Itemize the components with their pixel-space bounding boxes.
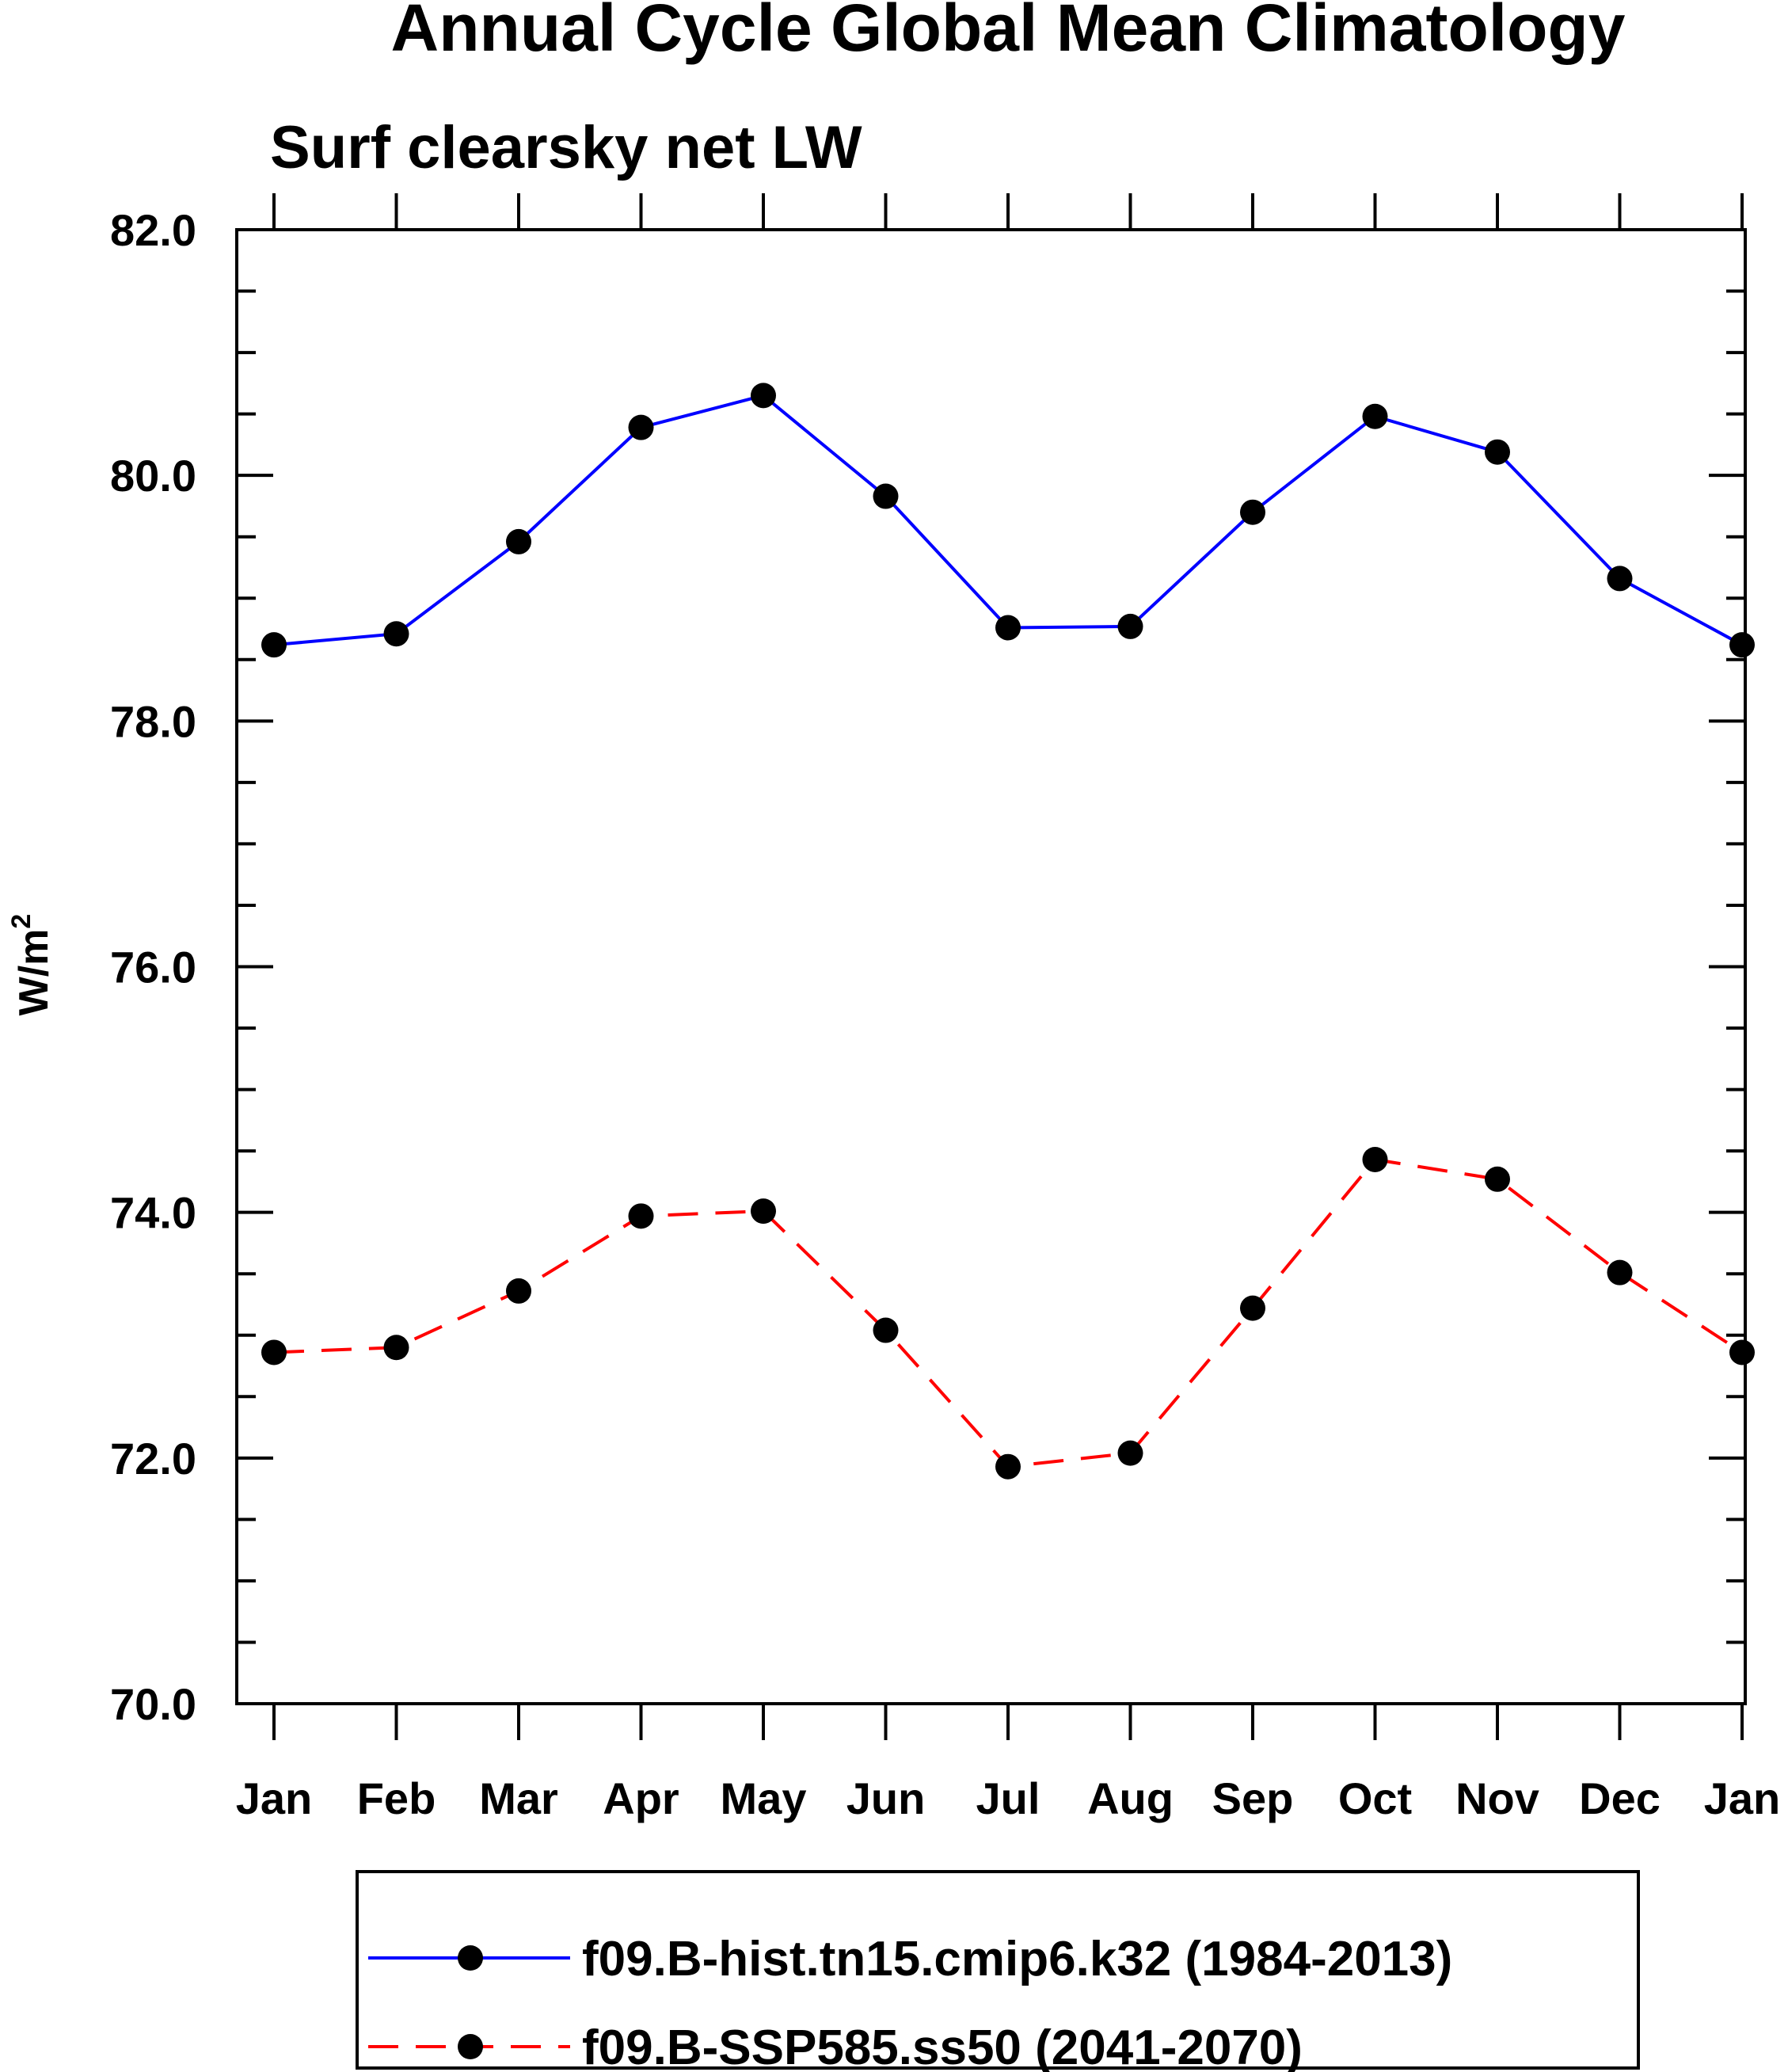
- series-1-point: [383, 621, 409, 647]
- series-2-point: [751, 1198, 776, 1225]
- x-tick-label: Dec: [1579, 1773, 1661, 1823]
- series-2-point: [1240, 1295, 1265, 1321]
- x-tick-label: Feb: [357, 1773, 436, 1823]
- svg-text:W/m2: W/m2: [6, 914, 57, 1016]
- series-2-point: [506, 1278, 531, 1304]
- series-2-point: [261, 1339, 287, 1365]
- series-1-point: [1362, 403, 1388, 429]
- chart-title: Annual Cycle Global Mean Climatology: [391, 0, 1626, 65]
- x-tick-label: Aug: [1087, 1773, 1174, 1823]
- x-tick-label: Jan: [1704, 1773, 1781, 1823]
- y-tick-label: 72.0: [110, 1434, 196, 1484]
- series-2-point: [1729, 1339, 1755, 1365]
- y-tick-label: 76.0: [110, 943, 196, 992]
- y-tick-label: 82.0: [110, 205, 196, 255]
- series-2-point: [1485, 1166, 1510, 1192]
- series-1-point: [1117, 613, 1143, 639]
- series-1-point: [1729, 632, 1755, 658]
- series-1-point: [506, 528, 531, 554]
- chart-subtitle: Surf clearsky net LW: [270, 114, 862, 181]
- series-2-point: [995, 1453, 1021, 1480]
- x-tick-label: Apr: [603, 1773, 679, 1823]
- series-2-point: [873, 1317, 899, 1343]
- y-axis-label-text: W/m: [11, 929, 57, 1016]
- series-1-point: [1240, 499, 1265, 525]
- series-1-point: [1485, 439, 1510, 465]
- series-line-1: [273, 394, 1743, 647]
- plot-frame: [235, 228, 1747, 1705]
- series-2-point: [383, 1335, 409, 1361]
- series-1-point: [261, 632, 287, 658]
- series-2-point: [1117, 1440, 1143, 1466]
- y-tick-label: 80.0: [110, 451, 196, 501]
- legend-box: [356, 1870, 1640, 2070]
- plot-area: [261, 383, 1755, 1480]
- legend-marker-1: [458, 1945, 483, 1971]
- series-2-point: [1607, 1259, 1633, 1285]
- x-tick-label: Sep: [1212, 1773, 1294, 1823]
- x-tick-label: Oct: [1338, 1773, 1412, 1823]
- y-axis-label: W/m2: [6, 914, 57, 1016]
- x-tick-label: Mar: [479, 1773, 558, 1823]
- x-axis: Jan Feb Mar Apr May Jun Jul Aug Sep Oct Nov Dec Jan: [236, 193, 1781, 1823]
- series-1-point: [751, 383, 776, 409]
- series-1-point: [628, 414, 654, 440]
- series-1-point: [995, 615, 1021, 641]
- y-tick-label: 78.0: [110, 696, 196, 746]
- y-axis: 70.0 72.0 74.0 76.0 78.0 80.0 82.0: [110, 205, 1745, 1729]
- legend-label-1: f09.B-hist.tn15.cmip6.k32 (1984-2013): [582, 1932, 1452, 1986]
- series-1-point: [873, 483, 899, 509]
- x-tick-label: May: [721, 1773, 807, 1823]
- x-tick-label: Nov: [1455, 1773, 1539, 1823]
- series-1-point: [1607, 566, 1633, 592]
- legend-marker-2: [458, 2034, 483, 2059]
- series-2-point: [1362, 1146, 1388, 1172]
- x-tick-label: Jan: [236, 1773, 313, 1823]
- series-line-2: [273, 1157, 1744, 1468]
- legend: f09.B-hist.tn15.cmip6.k32 (1984-2013) f09…: [368, 1932, 1452, 2072]
- legend-label-2: f09.B-SSP585.ss50 (2041-2070): [582, 2021, 1303, 2072]
- y-tick-label: 74.0: [110, 1188, 196, 1238]
- x-tick-label: Jun: [846, 1773, 926, 1823]
- y-tick-label: 70.0: [110, 1679, 196, 1729]
- series-2-point: [628, 1203, 654, 1229]
- x-tick-label: Jul: [976, 1773, 1040, 1823]
- y-axis-label-superscript: 2: [6, 914, 36, 929]
